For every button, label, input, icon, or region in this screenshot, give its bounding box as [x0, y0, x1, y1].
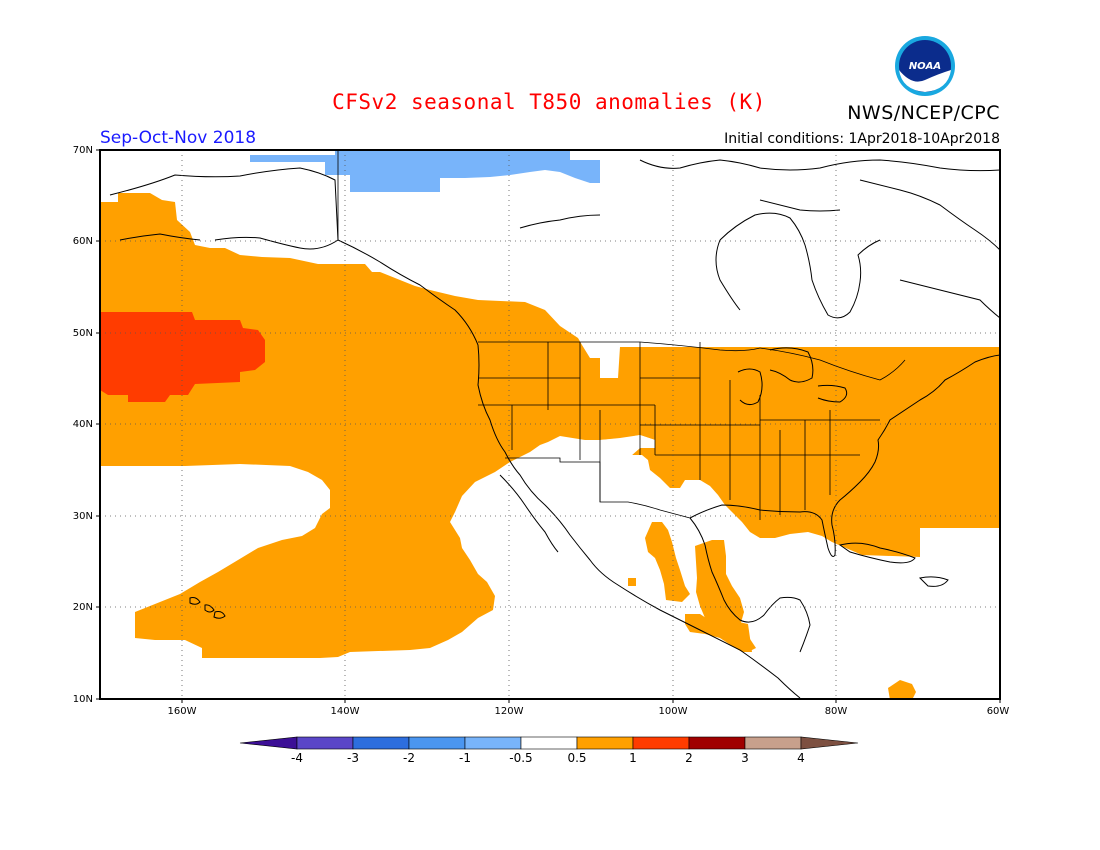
noaa-logo: NOAA — [895, 36, 955, 96]
lon-label-120w: 120W — [495, 706, 524, 717]
lon-label-140w: 140W — [331, 706, 360, 717]
colorbar-swatch — [632, 736, 690, 750]
colorbar-swatch — [408, 736, 466, 750]
colorbar-swatch — [744, 736, 802, 750]
colorbar-label: 0.5 — [567, 751, 586, 765]
map-title: CFSv2 seasonal T850 anomalies (K) — [332, 90, 766, 114]
colorbar-label: -3 — [347, 751, 359, 765]
colorbar-swatch — [688, 736, 746, 750]
colorbar-swatch — [352, 736, 410, 750]
season-label: Sep-Oct-Nov 2018 — [100, 128, 257, 148]
colorbar-labels: -4 -3 -2 -1 -0.5 0.5 1 2 3 4 — [291, 751, 805, 765]
lat-label-60n: 60N — [73, 236, 93, 247]
colorbar-label: 2 — [685, 751, 693, 765]
colorbar-label: 4 — [797, 751, 805, 765]
colorbar-swatch — [464, 736, 522, 750]
initial-conditions-label: Initial conditions: 1Apr2018-10Apr2018 — [724, 131, 1000, 147]
colorbar-label: -1 — [459, 751, 471, 765]
warm-anomaly-dot — [628, 578, 636, 586]
colorbar-label: -2 — [403, 751, 415, 765]
latitude-labels: 70N 60N 50N 40N 30N 20N 10N — [73, 145, 93, 705]
warm-anomaly-caribbean — [888, 680, 916, 700]
lon-label-80w: 80W — [825, 706, 848, 717]
lat-label-10n: 10N — [73, 694, 93, 705]
lat-label-40n: 40N — [73, 419, 93, 430]
colorbar-swatch — [576, 736, 634, 750]
colorbar-label: -4 — [291, 751, 303, 765]
colorbar-swatch — [520, 736, 578, 750]
longitude-labels: 160W 140W 120W 100W 80W 60W — [168, 706, 1010, 717]
colorbar-arrow-high — [800, 736, 859, 750]
warm-anomaly-south-mexico — [685, 614, 752, 652]
anomaly-shading — [100, 150, 1000, 700]
lon-label-160w: 160W — [168, 706, 197, 717]
colorbar — [239, 736, 859, 750]
noaa-logo-text: NOAA — [909, 61, 941, 72]
lon-label-60w: 60W — [987, 706, 1010, 717]
state-borders — [337, 150, 906, 520]
warm-anomaly-pacific — [100, 193, 1000, 658]
colorbar-label: 1 — [629, 751, 637, 765]
coastlines — [109, 159, 1001, 699]
lat-label-30n: 30N — [73, 511, 93, 522]
colorbar-swatch — [296, 736, 354, 750]
colorbar-label: 3 — [741, 751, 749, 765]
tick-marks — [96, 149, 1001, 703]
lon-label-100w: 100W — [659, 706, 688, 717]
warm-anomaly-mexico-west — [645, 522, 690, 602]
agency-label: NWS/NCEP/CPC — [847, 102, 1000, 124]
map-grid — [100, 150, 1000, 699]
cool-anomaly-region — [250, 150, 600, 192]
colorbar-arrow-low — [239, 736, 298, 750]
lat-label-20n: 20N — [73, 602, 93, 613]
strong-warm-anomaly — [100, 312, 265, 402]
colorbar-label: -0.5 — [509, 751, 532, 765]
neutral-region-southwest — [520, 435, 655, 502]
lat-label-50n: 50N — [73, 328, 93, 339]
lat-label-70n: 70N — [73, 145, 93, 156]
